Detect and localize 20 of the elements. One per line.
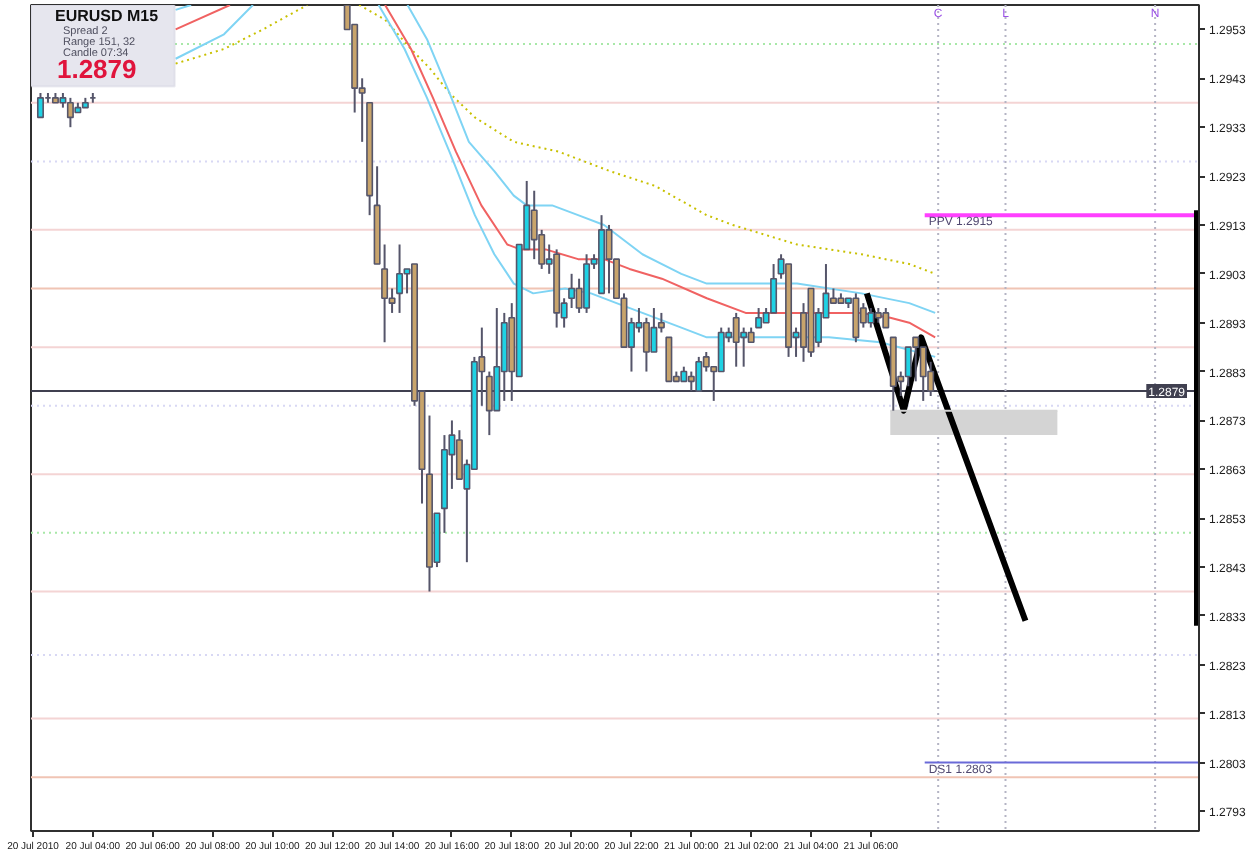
candlestick — [882, 307, 890, 329]
annotation: 1.2879 — [56, 53, 137, 84]
candlestick — [867, 307, 875, 329]
candlestick — [755, 307, 763, 329]
candlestick — [717, 326, 725, 373]
candlestick — [650, 307, 658, 354]
candlestick — [530, 189, 538, 261]
candlestick — [665, 336, 673, 383]
candlestick — [912, 336, 920, 383]
candlestick — [396, 243, 404, 314]
candlestick — [583, 253, 591, 314]
candlestick — [642, 316, 650, 373]
chart-title: EURUSD M15 — [54, 6, 160, 25]
line-series — [863, 290, 1029, 624]
candlestick — [852, 292, 860, 344]
candlestick — [605, 223, 613, 295]
candlestick — [66, 96, 74, 129]
candlestick — [695, 355, 703, 393]
candlestick — [36, 91, 44, 119]
candlestick — [732, 311, 740, 368]
